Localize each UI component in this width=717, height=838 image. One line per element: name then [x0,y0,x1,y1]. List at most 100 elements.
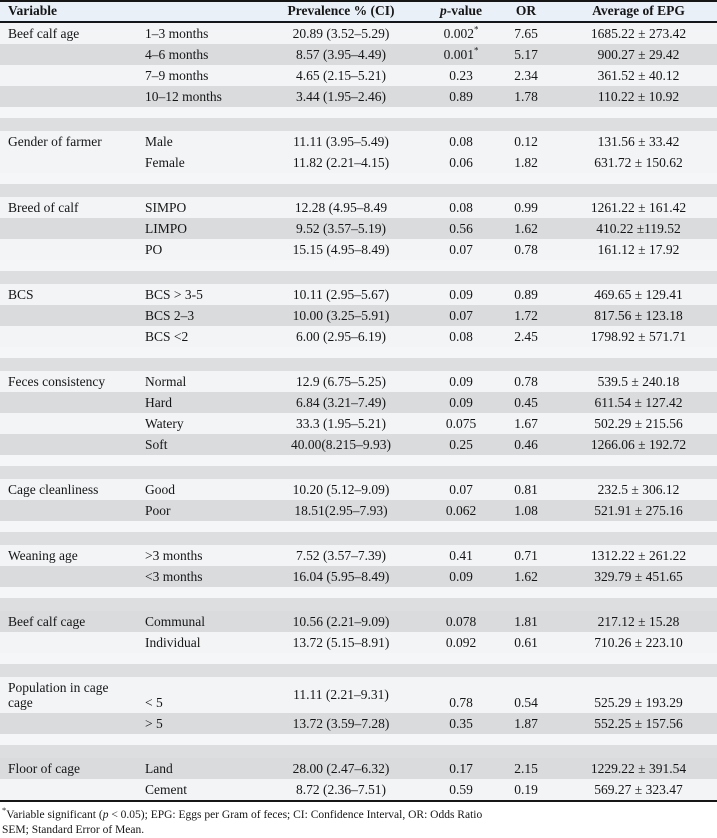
table-row: > 5 13.72 (3.59–7.28) 0.35 1.87 552.25 ± 157… [0,713,717,734]
odds-ratio-cell: 2.45 [514,328,538,344]
prevalence-table: Variable Prevalence % (CI) p-value OR Av… [0,2,717,800]
table-row: Watery 33.3 (1.95–5.21) 0.075 1.67 502.29 ± … [0,413,717,434]
epg-cell: 232.5 ± 306.12 [597,481,680,497]
table-row: Cement 8.72 (2.36–7.51) 0.59 0.19 569.27 ± 3… [0,779,717,800]
pvalue-cell: 0.092 [445,634,477,650]
subcategory-cell: BCS > 3-5 [145,286,203,302]
epg-cell: 631.72 ± 150.62 [594,154,683,170]
variable-cell [0,500,140,521]
epg-cell: 552.25 ± 157.56 [594,715,683,731]
odds-ratio-cell: 0.78 [514,373,538,389]
pvalue-cell: 0.35 [449,715,473,731]
epg-cell: 361.52 ± 40.12 [597,67,680,83]
prevalence-cell: 18.51(2.95–7.93) [294,502,388,518]
table-row: Breed of calf SIMPO 12.28 (4.95–8.49 0.08 0.… [0,197,717,218]
prevalence-cell: 6.00 (2.95–6.19) [296,328,386,344]
section-gap [0,173,717,197]
pvalue-cell: 0.41 [449,547,473,563]
epg-cell: 110.22 ± 10.92 [597,88,680,104]
footnote-line-1: *Variable significant (p < 0.05); EPG: E… [2,805,711,823]
epg-cell: 161.12 ± 17.92 [597,241,680,257]
odds-ratio-cell: 0.45 [514,394,538,410]
variable-cell [0,434,140,455]
odds-ratio-cell: 1.67 [514,415,538,431]
section-gap [0,455,717,479]
epg-cell: 469.65 ± 129.41 [594,286,683,302]
footnotes: *Variable significant (p < 0.05); EPG: E… [0,802,717,838]
table-row: Individual 13.72 (5.15–8.91) 0.092 0.61 710.… [0,632,717,653]
subcategory-cell: Hard [145,394,172,410]
prevalence-cell: 11.82 (2.21–4.15) [292,154,390,170]
section-gap-cell [0,260,717,284]
variable-cell [0,713,140,734]
pvalue-cell: 0.09 [449,373,473,389]
prevalence-cell: 4.65 (2.15–5.21) [296,67,386,83]
prevalence-cell: 10.00 (3.25–5.91) [292,307,390,323]
table-row: BCS BCS > 3-5 10.11 (2.95–5.67) 0.09 0.89 469… [0,284,717,305]
odds-ratio-cell: 1.87 [514,715,538,731]
prevalence-cell: 20.89 (3.52–5.29) [292,25,390,41]
pvalue-cell: 0.07 [449,481,473,497]
section-gap [0,347,717,371]
odds-ratio-cell: 0.71 [514,547,538,563]
variable-cell [0,632,140,653]
footnote-p-italic: p [102,808,109,821]
subcategory-cell: 4–6 months [145,46,209,62]
subcategory-cell: BCS 2–3 [145,307,195,323]
section-gap-cell [0,521,717,545]
pvalue-cell: 0.09 [449,286,473,302]
table-row: <3 months 16.04 (5.95–8.49) 0.09 1.62 329.79… [0,566,717,587]
table-row: Population in cage cage < 5 11.11 (2.21–9.… [0,677,717,713]
prevalence-cell: 9.52 (3.57–5.19) [296,220,386,236]
prevalence-cell: 28.00 (2.47–6.32) [292,760,390,776]
table-row: Floor of cage Land 28.00 (2.47–6.32) 0.17 2.… [0,758,717,779]
odds-ratio-cell: 0.78 [514,241,538,257]
variable-cell [0,152,140,173]
table-row: Soft 40.00(8.215–9.93) 0.25 0.46 1266.06 ± 1… [0,434,717,455]
section-gap-cell [0,107,717,131]
prevalence-cell: 10.11 (2.95–5.67) [292,286,390,302]
odds-ratio-cell: 2.15 [514,760,538,776]
prevalence-cell: 40.00(8.215–9.93) [290,436,392,452]
variable-cell [0,326,140,347]
section-gap-cell [0,173,717,197]
odds-ratio-cell: 2.34 [514,67,538,83]
epg-cell: 1229.22 ± 391.54 [590,760,687,776]
variable-cell: Breed of calf [8,199,79,215]
epg-cell: 539.5 ± 240.18 [597,373,680,389]
odds-ratio-cell: 0.81 [514,481,538,497]
pvalue-cell: 0.001* [443,45,479,62]
variable-cell [0,779,140,800]
section-gap [0,107,717,131]
table-row: Gender of farmer Male 11.11 (3.95–5.49) 0.0… [0,131,717,152]
significance-asterisk: * [473,45,479,56]
subcategory-cell: 7–9 months [145,67,209,83]
odds-ratio-cell: 1.08 [514,502,538,518]
epg-cell: 569.27 ± 323.47 [594,781,683,797]
subcategory-cell: <3 months [145,568,203,584]
variable-cell: Weaning age [8,547,78,563]
epg-cell: 710.26 ± 223.10 [594,634,683,650]
epg-cell: 1312.22 ± 261.22 [590,547,687,563]
subcategory-cell: >3 months [145,547,203,563]
prevalence-cell: 13.72 (3.59–7.28) [292,715,390,731]
pvalue-cell: 0.09 [449,568,473,584]
subcategory-cell: SIMPO [145,199,187,215]
pvalue-cell: 0.08 [449,199,473,215]
header-subcategory [140,2,252,23]
table-row: Female 11.82 (2.21–4.15) 0.06 1.82 631.72 ± … [0,152,717,173]
section-gap [0,260,717,284]
header-or: OR [492,2,560,23]
variable-cell [0,413,140,434]
table-row: LIMPO 9.52 (3.57–5.19) 0.56 1.62 410.22 ±119… [0,218,717,239]
table-row: Poor 18.51(2.95–7.93) 0.062 1.08 521.91 ± 27… [0,500,717,521]
prevalence-cell: 10.20 (5.12–9.09) [292,481,390,497]
variable-cell: Beef calf age [8,25,80,41]
subcategory-cell: PO [145,241,163,257]
subcategory-cell: < 5 [145,694,163,710]
prevalence-cell: 13.72 (5.15–8.91) [292,634,390,650]
significance-asterisk: * [473,24,479,35]
odds-ratio-cell: 1.78 [514,88,538,104]
subcategory-cell: Cement [145,781,187,797]
epg-cell: 131.56 ± 33.42 [597,133,680,149]
